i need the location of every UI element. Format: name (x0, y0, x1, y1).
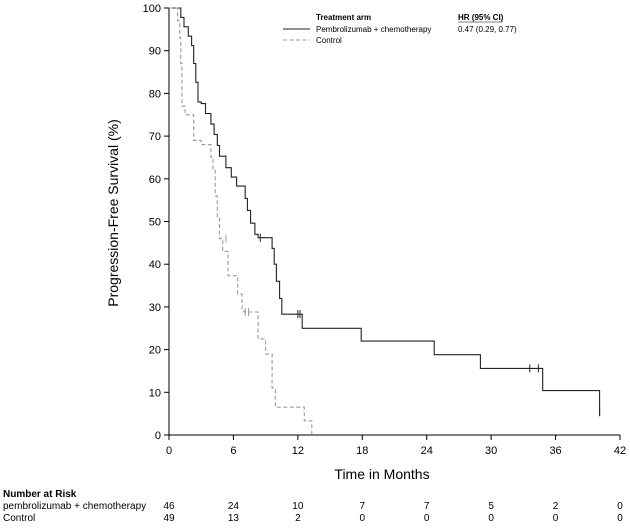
series-line-pembrolizumab (169, 7, 601, 417)
risk-count: 7 (360, 501, 366, 512)
risk-count: 0 (617, 513, 623, 524)
risk-count: 13 (228, 513, 240, 524)
series-lines (169, 7, 601, 435)
y-tick-label: 20 (149, 345, 161, 357)
y-tick-label: 40 (149, 259, 161, 271)
risk-count: 5 (488, 501, 494, 512)
x-tick-label: 42 (614, 445, 626, 457)
y-tick-label: 60 (149, 174, 161, 186)
x-tick-label: 24 (421, 445, 433, 457)
x-tick-label: 18 (356, 445, 368, 457)
y-tick-label: 70 (149, 131, 161, 143)
number-at-risk-table: Number at Risk pembrolizumab + chemother… (3, 489, 623, 524)
series-line-control (169, 7, 313, 435)
risk-table-title: Number at Risk (3, 489, 77, 500)
legend: Treatment arm HR (95% CI) Pembrolizumab + … (283, 13, 517, 45)
risk-count: 2 (295, 513, 301, 524)
risk-count: 2 (553, 501, 559, 512)
x-tick-label: 6 (230, 445, 236, 457)
y-tick-label: 10 (149, 387, 161, 399)
y-axis-title: Progression-Free Survival (%) (105, 119, 121, 307)
risk-count: 24 (228, 501, 240, 512)
y-tick-label: 80 (149, 88, 161, 100)
risk-count: 49 (163, 513, 175, 524)
y-tick-label: 90 (149, 46, 161, 58)
x-axis-title: Time in Months (334, 466, 429, 482)
legend-header-hr: HR (95% CI) (458, 13, 504, 22)
x-tick-label: 12 (292, 445, 304, 457)
y-tick-label: 50 (149, 217, 161, 229)
y-tick-label: 100 (143, 3, 161, 15)
risk-count: 0 (617, 501, 623, 512)
x-tick-label: 30 (485, 445, 497, 457)
risk-count: 0 (360, 513, 366, 524)
risk-row-label: Control (3, 513, 35, 524)
legend-header-arm: Treatment arm (316, 13, 371, 22)
legend-hr-value: 0.47 (0.29, 0.77) (458, 25, 517, 34)
axes: 0 10 20 30 40 50 60 70 80 90 100 0 6 12 18 24 30 36 42 (143, 3, 626, 457)
risk-count: 46 (163, 501, 175, 512)
risk-count: 10 (292, 501, 304, 512)
x-tick-label: 36 (549, 445, 561, 457)
x-tick-label: 0 (166, 445, 172, 457)
risk-count: 0 (424, 513, 430, 524)
y-tick-label: 0 (155, 430, 161, 442)
y-tick-label: 30 (149, 302, 161, 314)
legend-label-pembrolizumab: Pembrolizumab + chemotherapy (316, 25, 431, 34)
legend-label-control: Control (316, 36, 342, 45)
risk-count: 0 (488, 513, 494, 524)
risk-count: 0 (553, 513, 559, 524)
risk-row-label: pembrolizumab + chemotherapy (3, 501, 146, 512)
risk-count: 7 (424, 501, 430, 512)
